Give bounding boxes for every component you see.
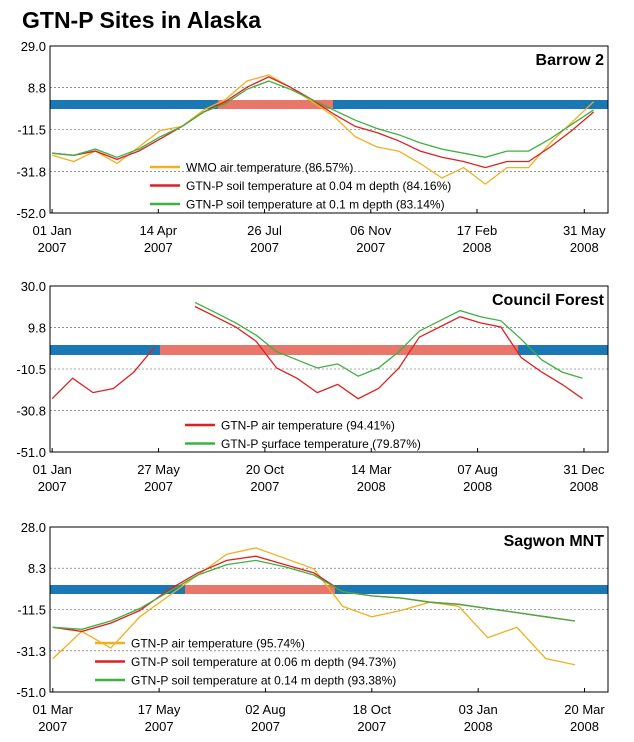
- plot-frame: [49, 526, 609, 693]
- y-tick-label: 8.3: [28, 561, 46, 576]
- x-tick-label-line: 2007: [357, 719, 386, 734]
- site-title: Council Forest: [492, 292, 605, 309]
- y-tick-label: -11.5: [17, 603, 46, 618]
- x-tick-label-line: 20 Oct: [246, 462, 285, 477]
- series-line: [52, 547, 576, 666]
- legend-label: GTN-P air temperature (94.41%): [221, 419, 395, 433]
- legend-label: GTN-P soil temperature at 0.14 m depth (…: [131, 674, 396, 688]
- y-tick-label: -51.0: [16, 445, 46, 460]
- series-line: [52, 559, 575, 630]
- x-tick-label-line: 31 May: [563, 223, 606, 238]
- site-title: Sagwon MNT: [504, 533, 605, 550]
- x-tick-label-line: 18 Oct: [353, 702, 392, 717]
- legend-label: GTN-P soil temperature at 0.04 m depth (…: [186, 179, 451, 193]
- y-tick-label: -11.5: [17, 123, 46, 138]
- legend-label: GTN-P soil temperature at 0.1 m depth (8…: [186, 198, 445, 212]
- x-tick-label-line: 07 Aug: [457, 462, 498, 477]
- x-tick-label: 20 Mar 2008: [564, 702, 605, 734]
- legend-label: GTN-P soil temperature at 0.06 m depth (…: [131, 655, 396, 669]
- legend-label: WMO air temperature (86.57%): [186, 161, 353, 175]
- y-tick-label: 8.8: [28, 81, 46, 96]
- x-tick-label-line: 2007: [38, 479, 67, 494]
- plot-frame: [49, 285, 609, 453]
- x-tick-label: 03 Jan 2008: [459, 702, 498, 734]
- y-tick-label: -52.0: [16, 206, 46, 221]
- x-tick-label: 31 Dec 2008: [563, 462, 605, 494]
- y-tick-label: -30.8: [16, 404, 46, 419]
- x-tick-label-line: 01 Mar: [33, 702, 74, 717]
- y-tick-label: 9.8: [28, 320, 46, 335]
- x-tick-label-line: 17 Feb: [457, 223, 497, 238]
- y-tick-label: -31.3: [16, 644, 46, 659]
- x-tick-label: 06 Nov 2007: [350, 223, 392, 255]
- series-line: [194, 301, 583, 379]
- x-tick-label: 07 Aug 2008: [457, 462, 498, 494]
- x-tick-label-line: 06 Nov: [350, 223, 392, 238]
- x-tick-label: 31 May 2008: [563, 223, 606, 255]
- series-line: [51, 305, 583, 400]
- plot-frame: [49, 45, 609, 214]
- x-tick-label: 17 Feb 2008: [457, 223, 497, 255]
- series-line: [51, 74, 595, 185]
- y-tick-label: 30.0: [21, 279, 46, 294]
- x-tick-label-line: 2007: [251, 719, 280, 734]
- x-tick-label-line: 17 May: [138, 702, 181, 717]
- x-tick-label-line: 01 Jan: [33, 223, 72, 238]
- x-tick-label-line: 2008: [463, 479, 492, 494]
- x-tick-label-line: 02 Aug: [245, 702, 286, 717]
- x-tick-label-line: 2007: [144, 479, 173, 494]
- x-tick-label-line: 03 Jan: [459, 702, 498, 717]
- x-tick-label-line: 20 Mar: [564, 702, 605, 717]
- x-tick-label-line: 14 Apr: [140, 223, 178, 238]
- x-tick-label-line: 2008: [463, 240, 492, 255]
- x-tick-label-line: 2007: [250, 479, 279, 494]
- legend-label: GTN-P air temperature (95.74%): [131, 637, 305, 651]
- y-tick-label: -31.8: [16, 164, 46, 179]
- x-tick-label-line: 14 Mar: [351, 462, 392, 477]
- x-tick-label: 14 Apr 2007: [140, 223, 178, 255]
- y-tick-label: -10.5: [16, 362, 46, 377]
- y-tick-label: -51.0: [16, 685, 46, 700]
- x-tick-label-line: 2008: [569, 479, 598, 494]
- x-tick-label-line: 2008: [570, 240, 599, 255]
- x-tick-label-line: 2007: [356, 240, 385, 255]
- x-tick-label: 01 Jan 2007: [33, 462, 72, 494]
- x-tick-label-line: 2008: [357, 479, 386, 494]
- x-tick-label-line: 2007: [250, 240, 279, 255]
- x-tick-label-line: 2007: [38, 719, 67, 734]
- figure-title: GTN-P Sites in Alaska: [22, 7, 261, 33]
- x-tick-label: 17 May 2007: [138, 702, 181, 734]
- x-tick-label: 02 Aug 2007: [245, 702, 286, 734]
- legend-label: GTN-P surface temperature (79.87%): [221, 437, 421, 451]
- site-title: Barrow 2: [536, 52, 605, 69]
- x-tick-label-line: 26 Jul: [247, 223, 282, 238]
- x-tick-label: 26 Jul 2007: [247, 223, 282, 255]
- x-tick-label: 20 Oct 2007: [246, 462, 285, 494]
- series-line: [52, 76, 595, 169]
- x-tick-label: 18 Oct 2007: [353, 702, 392, 734]
- x-tick-label-line: 01 Jan: [33, 462, 72, 477]
- x-tick-label-line: 27 May: [137, 462, 180, 477]
- x-tick-label: 27 May 2007: [137, 462, 180, 494]
- x-tick-label-line: 2008: [570, 719, 599, 734]
- y-tick-label: 28.0: [21, 520, 46, 535]
- x-tick-label: 01 Mar 2007: [33, 702, 74, 734]
- y-tick-label: 29.0: [21, 39, 46, 54]
- x-tick-label: 14 Mar 2008: [351, 462, 392, 494]
- series-line: [52, 80, 594, 158]
- x-tick-label-line: 31 Dec: [563, 462, 605, 477]
- x-tick-label-line: 2007: [145, 719, 174, 734]
- x-tick-label-line: 2007: [144, 240, 173, 255]
- x-tick-label-line: 2007: [38, 240, 67, 255]
- x-tick-label-line: 2008: [464, 719, 493, 734]
- x-tick-label: 01 Jan 2007: [33, 223, 72, 255]
